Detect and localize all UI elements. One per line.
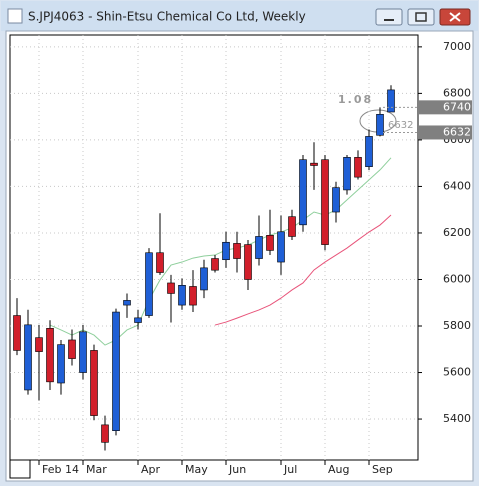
y-tick-label: 6000 [443, 272, 471, 285]
candle-body [167, 282, 175, 294]
candle-body [200, 267, 208, 291]
y-tick-label: 6200 [443, 226, 471, 239]
candle-body [321, 159, 329, 245]
candle-body [244, 244, 252, 280]
candle-body [90, 350, 98, 416]
price-marker-box [418, 125, 472, 140]
x-tick-label: May [185, 463, 208, 476]
annotation-value-label: 6632 [388, 120, 413, 131]
x-tick-label: Jun [228, 463, 246, 476]
candle-body [277, 231, 285, 263]
price-marker-label: 6740 [443, 100, 471, 113]
candle-body [101, 424, 109, 443]
candle-body [343, 157, 351, 191]
window-icon [7, 8, 23, 24]
y-tick-label: 5600 [443, 366, 471, 379]
candle-body [46, 328, 54, 383]
candle-body [266, 234, 274, 251]
candle-body [134, 317, 142, 323]
candle-body [123, 300, 131, 306]
y-tick-label: 6800 [443, 86, 471, 99]
candle-body [354, 157, 362, 178]
candle-body [68, 339, 76, 359]
annotation-label: 1.08 [338, 93, 373, 106]
price-marker-label: 6632 [443, 125, 471, 138]
candle-body [57, 344, 65, 384]
candle-body [189, 286, 197, 306]
x-tick-label: Feb 14 [42, 463, 79, 476]
candle-body [288, 216, 296, 237]
y-tick-label: 5800 [443, 319, 471, 332]
candle-body [222, 241, 230, 261]
x-tick-label: Aug [328, 463, 349, 476]
window-title: S.JPJ4063 - Shin-Etsu Chemical Co Ltd, W… [28, 10, 306, 24]
candle-body [35, 337, 43, 352]
y-tick-label: 5400 [443, 412, 471, 425]
restore-icon [415, 12, 427, 22]
candle-body [13, 315, 21, 351]
plot-area [9, 34, 419, 461]
candle-body [310, 162, 318, 166]
candle-body [156, 252, 164, 273]
minimize-button[interactable] [375, 8, 403, 26]
candle-body [387, 89, 395, 113]
candle-body [365, 136, 373, 167]
candle-body [376, 114, 384, 136]
restore-button[interactable] [407, 8, 435, 26]
candle-body [211, 258, 219, 271]
close-icon [449, 12, 461, 22]
x-tick-label: Apr [141, 463, 161, 476]
x-tick-label: Jul [283, 463, 297, 476]
candle-body [299, 159, 307, 226]
candle-body [233, 243, 241, 259]
x-tick-label: Sep [372, 463, 393, 476]
candle-body [178, 285, 186, 306]
y-tick-label: 6400 [443, 179, 471, 192]
x-tick-label: Mar [86, 463, 107, 476]
candle-body [145, 252, 153, 316]
candle-body [24, 324, 32, 391]
candle-body [332, 187, 340, 213]
candle-body [79, 331, 87, 373]
candle-body [112, 311, 120, 431]
corner-box [9, 459, 31, 479]
y-tick-label: 7000 [443, 40, 471, 53]
price-marker-box [418, 100, 472, 115]
candle-body [255, 236, 263, 259]
moving-average-line [214, 214, 392, 326]
